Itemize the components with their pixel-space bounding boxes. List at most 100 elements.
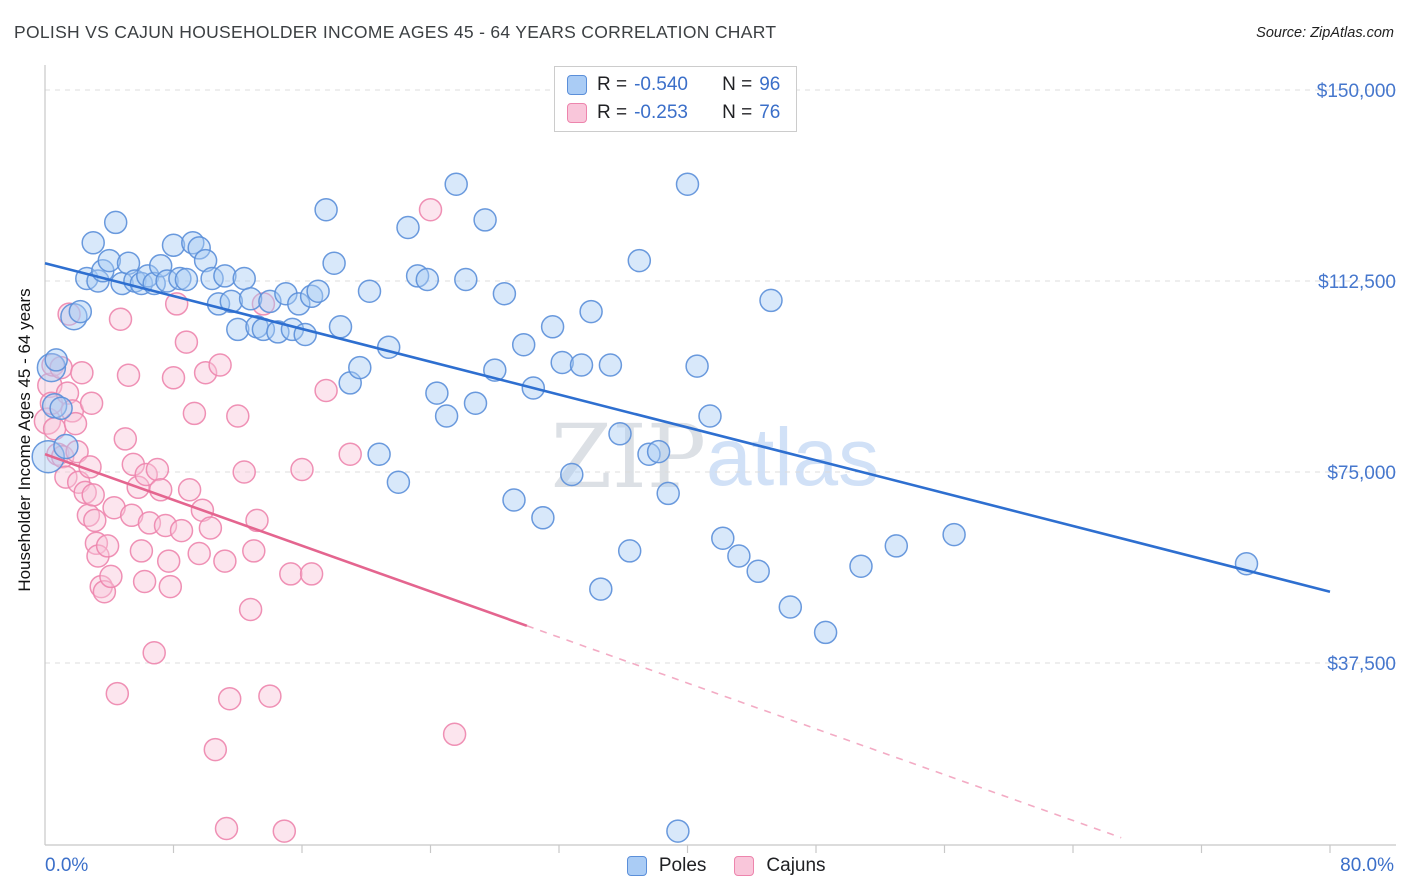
point-cajuns [238, 597, 263, 622]
point-poles [579, 299, 603, 324]
point-poles [598, 353, 623, 377]
point-cajuns [299, 562, 324, 586]
point-poles [396, 215, 420, 240]
point-poles [942, 522, 966, 547]
point-poles [711, 526, 735, 550]
point-poles [637, 442, 661, 466]
point-poles [492, 281, 517, 306]
point-cajuns [156, 549, 181, 573]
point-cajuns [108, 307, 133, 331]
cajuns-legend-swatch-icon [734, 856, 755, 876]
point-poles [226, 317, 250, 342]
point-cajuns [55, 381, 80, 405]
point-cajuns [290, 457, 314, 482]
point-poles [266, 320, 290, 344]
point-poles [36, 352, 67, 383]
point-cajuns [272, 819, 297, 843]
point-cajuns [142, 641, 166, 665]
source-label[interactable]: Source: ZipAtlas.com [1256, 25, 1394, 41]
trendline-cajuns-solid [44, 452, 528, 628]
point-poles [560, 462, 584, 487]
point-cajuns [338, 442, 362, 466]
point-cajuns [214, 816, 239, 841]
point-cajuns [116, 363, 141, 387]
point-poles [675, 172, 700, 196]
trendline-cajuns-dashed [526, 625, 1122, 839]
point-poles [617, 539, 642, 563]
point-poles [314, 197, 338, 222]
source-prefix: Source: [1256, 25, 1307, 41]
poles-r-value: -0.540 [634, 74, 688, 95]
point-poles [685, 354, 709, 378]
cajuns-r-value: -0.253 [634, 102, 688, 123]
point-cajuns [129, 539, 154, 563]
point-poles [53, 433, 79, 460]
point-poles [569, 353, 594, 377]
point-cajuns [314, 378, 338, 403]
watermark: ZIPatlas [551, 405, 879, 508]
point-cajuns [105, 681, 130, 706]
point-cajuns [95, 534, 120, 558]
point-cajuns [177, 478, 202, 502]
point-cajuns [442, 722, 467, 747]
point-cajuns [198, 516, 223, 540]
point-cajuns [418, 197, 443, 222]
cajuns-n-value: 76 [759, 102, 781, 123]
point-cajuns [232, 460, 256, 484]
point-poles [656, 481, 680, 506]
point-cajuns [182, 401, 207, 426]
point-poles [306, 279, 330, 303]
point-poles [502, 488, 526, 512]
y-tick-label: $112,500 [1318, 272, 1396, 293]
point-poles [148, 253, 173, 278]
point-cajuns [242, 539, 266, 563]
point-cajuns [258, 684, 282, 708]
point-cajuns [158, 574, 183, 599]
point-poles [328, 315, 353, 339]
point-poles [219, 289, 244, 314]
x-axis-min-label: 0.0% [45, 855, 89, 876]
series-legend: Poles Cajuns [626, 855, 842, 877]
point-cajuns [169, 518, 194, 543]
point-cajuns [83, 508, 107, 533]
point-cajuns [203, 737, 228, 762]
point-poles [759, 288, 783, 313]
poles-stats-row: R = -0.540 N = 96 [567, 74, 780, 96]
x-axis-max-label: 80.0% [1340, 855, 1394, 876]
point-cajuns [99, 564, 123, 589]
point-cajuns [113, 427, 138, 451]
point-cajuns [81, 483, 105, 507]
point-poles [213, 264, 237, 288]
point-cajuns [79, 391, 104, 415]
point-cajuns [145, 457, 170, 482]
point-poles [44, 348, 68, 372]
point-poles [627, 248, 652, 273]
n-label: N = [722, 102, 753, 123]
point-cajuns [92, 579, 117, 604]
point-cajuns [102, 495, 126, 520]
point-poles [813, 620, 838, 645]
point-cajuns [148, 478, 173, 502]
point-cajuns [279, 562, 303, 586]
point-poles [698, 404, 722, 428]
point-poles [463, 391, 488, 415]
point-poles [81, 231, 105, 255]
point-poles [473, 208, 497, 232]
point-cajuns [86, 544, 110, 568]
point-poles [454, 267, 478, 292]
point-cajuns [174, 330, 199, 354]
point-poles [434, 404, 459, 428]
point-poles [174, 267, 199, 292]
point-poles [103, 210, 128, 235]
point-poles [238, 287, 263, 311]
point-poles [187, 236, 211, 260]
poles-legend-label: Poles [658, 855, 707, 876]
point-poles [540, 315, 565, 339]
point-poles [444, 172, 468, 196]
point-poles [376, 335, 401, 359]
source-name[interactable]: ZipAtlas.com [1310, 25, 1394, 41]
point-cajuns [161, 366, 186, 390]
point-poles [161, 233, 186, 258]
